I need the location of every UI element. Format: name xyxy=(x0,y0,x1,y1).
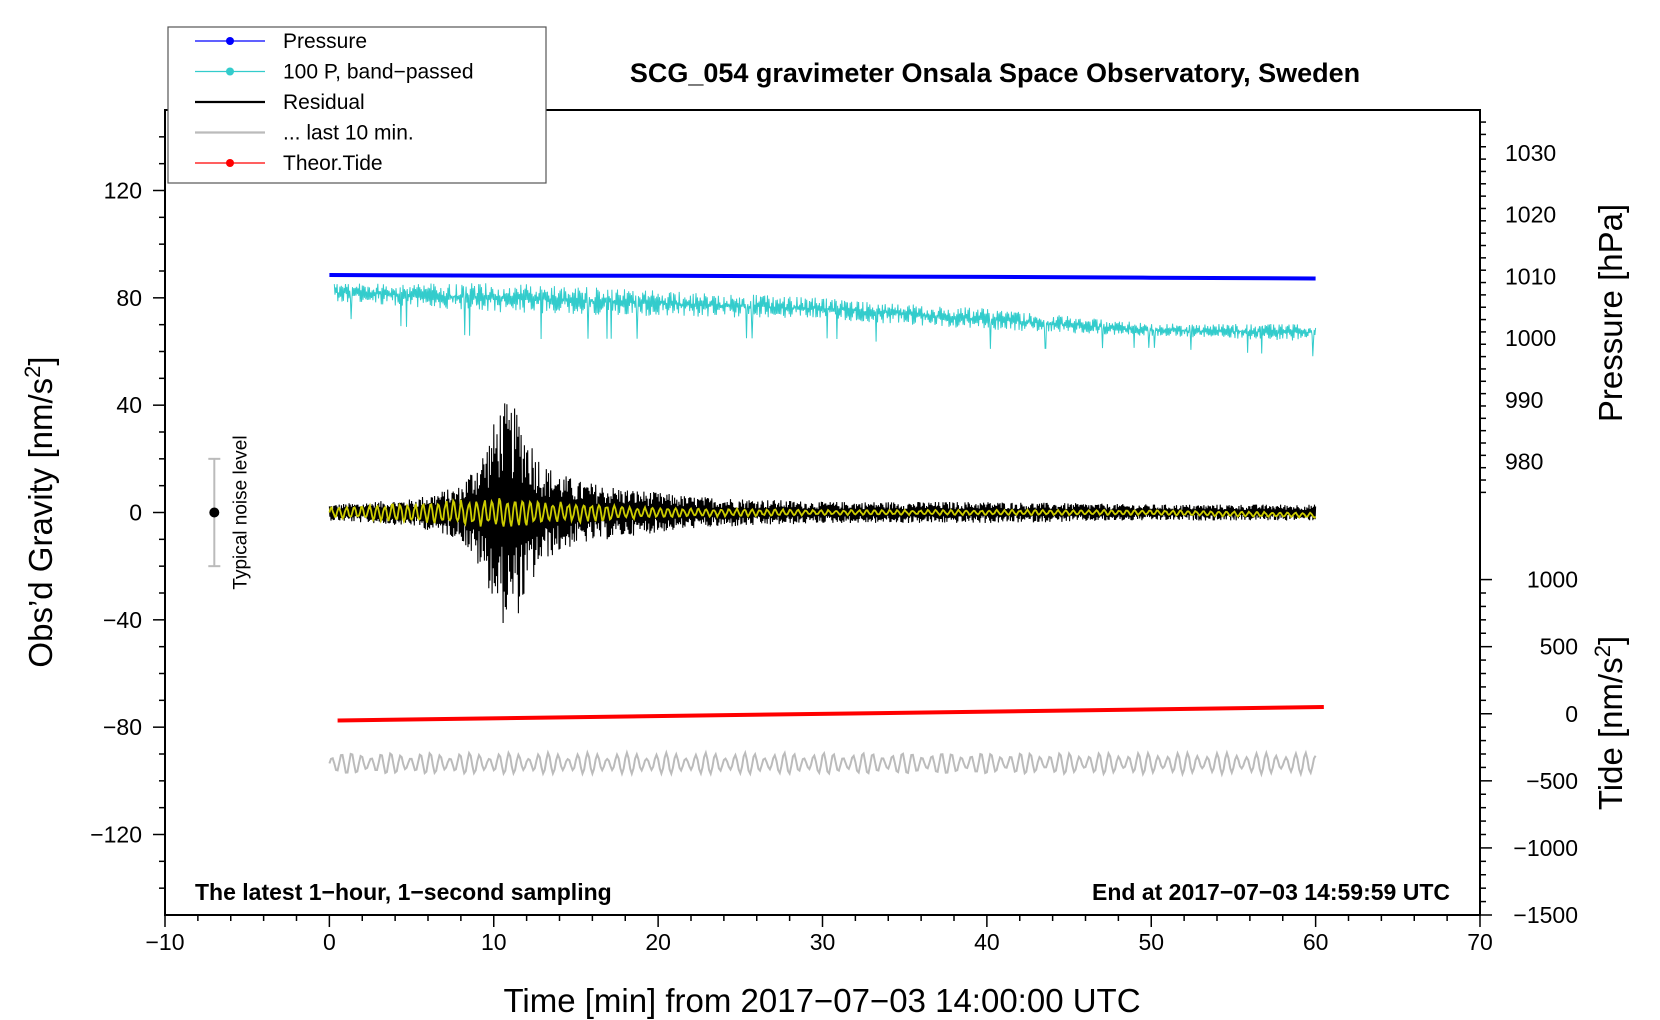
x-tick-labels: −10 0 10 20 30 40 50 60 70 xyxy=(145,929,1492,955)
annotation-left: The latest 1−hour, 1−second sampling xyxy=(195,879,612,905)
noise-center-dot xyxy=(209,507,220,518)
y-tick-label: 40 xyxy=(116,392,142,418)
y-tick-label: 120 xyxy=(104,178,142,204)
noise-label: Typical noise level xyxy=(230,435,251,589)
x-tick-label: 20 xyxy=(645,929,671,955)
y-tick-label: 80 xyxy=(116,285,142,311)
x-axis-title: Time [min] from 2017−07−03 14:00:00 UTC xyxy=(503,982,1140,1019)
legend-label: Pressure xyxy=(283,30,367,53)
y-axis-title-text: Obs’d Gravity [nm/s xyxy=(22,378,59,668)
legend-items: Pressure 100 P, band−passed Residual ... la… xyxy=(195,30,474,175)
series-theor-tide xyxy=(337,705,1324,723)
tide-tick-label: −1000 xyxy=(1513,835,1578,861)
x-tick-label: 60 xyxy=(1303,929,1329,955)
tide-tick-label: 500 xyxy=(1540,634,1578,660)
x-tick-label: 10 xyxy=(481,929,507,955)
y-tick-label: −40 xyxy=(103,607,142,633)
legend: Pressure 100 P, band−passed Residual ... la… xyxy=(167,26,547,184)
legend-marker xyxy=(226,159,234,167)
legend-label: ... last 10 min. xyxy=(283,122,414,145)
legend-marker xyxy=(226,37,234,45)
tide-tick-label: 1000 xyxy=(1527,567,1578,593)
series-last-10-min xyxy=(328,749,1317,778)
legend-box xyxy=(167,26,547,184)
tide-tick-labels: 1000 500 0 −500 −1000 −1500 xyxy=(1513,567,1578,928)
series-pressure xyxy=(329,273,1316,281)
tide-title-text: Tide [nm/s xyxy=(1592,657,1629,810)
series-layer xyxy=(328,273,1324,778)
x-tick-label: 40 xyxy=(974,929,1000,955)
y-axis-title-sup: 2 xyxy=(20,366,45,378)
chart-title: SCG_054 gravimeter Onsala Space Observat… xyxy=(630,58,1360,88)
pressure-tick-label: 1010 xyxy=(1505,263,1556,289)
pressure-tick-label: 1020 xyxy=(1505,202,1556,228)
tide-tick-label: −1500 xyxy=(1513,902,1578,928)
series-residual xyxy=(328,403,1317,624)
axis-ticks xyxy=(153,121,1492,927)
tide-title-close: ] xyxy=(1592,636,1629,645)
legend-marker xyxy=(226,67,234,76)
legend-label: Theor.Tide xyxy=(283,152,383,175)
tide-title-sup: 2 xyxy=(1590,645,1615,657)
y-axis-title-gravity: Obs’d Gravity [nm/s2] xyxy=(20,356,59,667)
pressure-tick-labels: 1030 1020 1010 1000 990 980 xyxy=(1505,140,1556,475)
annotation-right: End at 2017−07−03 14:59:59 UTC xyxy=(1092,879,1450,905)
pressure-tick-label: 990 xyxy=(1505,387,1543,413)
legend-label: Residual xyxy=(283,91,365,114)
pressure-tick-label: 1030 xyxy=(1505,140,1556,166)
y-tick-labels: 120 80 40 0 −40 −80 −120 xyxy=(90,178,142,848)
x-tick-label: 0 xyxy=(323,929,336,955)
series-residual-smoothed xyxy=(328,498,1317,528)
x-tick-label: −10 xyxy=(145,929,184,955)
y-tick-label: −80 xyxy=(103,714,142,740)
x-tick-label: 70 xyxy=(1467,929,1493,955)
y-axis-title-close: ] xyxy=(22,356,59,365)
pressure-tick-label: 1000 xyxy=(1505,325,1556,351)
legend-label: 100 P, band−passed xyxy=(283,61,474,84)
pressure-tick-label: 980 xyxy=(1505,449,1543,475)
series-band-passed xyxy=(333,283,1317,357)
tide-tick-label: −500 xyxy=(1526,768,1578,794)
x-tick-label: 30 xyxy=(810,929,836,955)
noise-indicator: Typical noise level xyxy=(208,435,251,590)
y-axis-title-tide: Tide [nm/s2] xyxy=(1590,636,1629,810)
tide-tick-label: 0 xyxy=(1565,701,1578,727)
y-tick-label: −120 xyxy=(90,822,142,848)
y-axis-title-pressure: Pressure [hPa] xyxy=(1592,204,1629,422)
y-tick-label: 0 xyxy=(129,500,142,526)
x-tick-label: 50 xyxy=(1138,929,1164,955)
